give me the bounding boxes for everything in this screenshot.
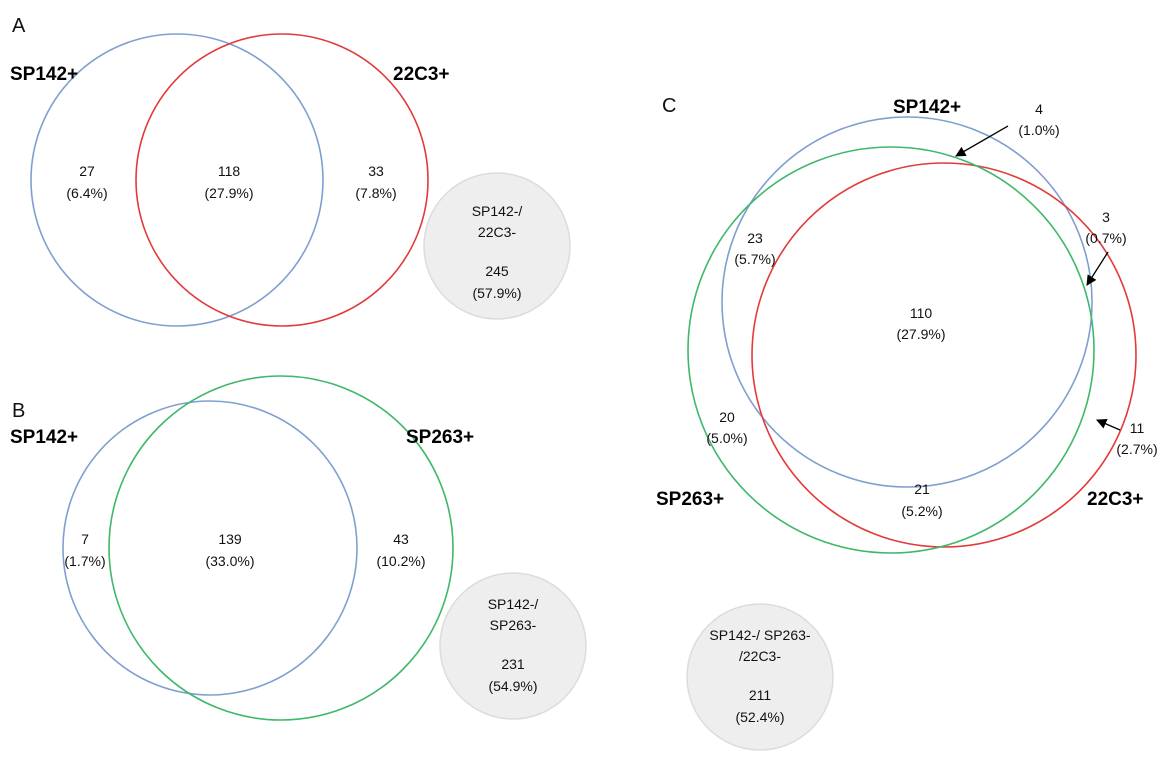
- 22c3-only-count: 33: [368, 163, 384, 179]
- sp142-22c3-pct: (0.7%): [1085, 230, 1126, 246]
- negative-count: 231: [501, 656, 525, 672]
- 22c3-set-label: 22C3+: [1087, 489, 1144, 510]
- 22c3-only-pct: (2.7%): [1116, 441, 1157, 457]
- negative-label-line1: SP142-/ SP263-: [709, 627, 811, 643]
- negative-pct: (52.4%): [735, 709, 784, 725]
- 22c3-only-count: 11: [1130, 420, 1145, 436]
- panel-c: C SP142+ SP263+ 22C3+ 4 (1.0%) 3 (0.7%) …: [656, 95, 1158, 751]
- negative-label-line2: SP263-: [490, 617, 537, 633]
- overlap-count: 139: [218, 531, 242, 547]
- sp142-only-pointer-arrow: [955, 125, 1009, 157]
- all-three-pct: (27.9%): [896, 326, 945, 342]
- sp142-circle: [30, 33, 324, 327]
- sp142-22c3-count: 3: [1102, 209, 1110, 225]
- sp142-set-label: SP142+: [10, 64, 78, 85]
- negative-count: 245: [485, 263, 509, 279]
- sp142-sp263-pct: (5.7%): [734, 251, 775, 267]
- 22c3-set-label: 22C3+: [393, 64, 450, 85]
- sp142-set-label: SP142+: [893, 97, 961, 118]
- 22c3-only-pct: (7.8%): [355, 185, 396, 201]
- panel-b: B SP142+ SP263+ 7 (1.7%) 139 (33.0%) 43 …: [10, 375, 587, 721]
- overlap-count: 118: [218, 163, 241, 179]
- sp142-circle: [721, 116, 1093, 488]
- panel-c-letter: C: [662, 95, 676, 117]
- 22c3-only-pointer-arrow: [1096, 418, 1121, 431]
- panel-b-letter: B: [12, 400, 25, 422]
- sp263-circle: [687, 146, 1095, 554]
- sp263-only-pct: (10.2%): [376, 553, 425, 569]
- sp142-sp263-count: 23: [747, 230, 763, 246]
- negative-label-line2: /22C3-: [739, 648, 781, 664]
- negative-circle: [686, 603, 834, 751]
- sp263-circle: [108, 375, 454, 721]
- sp263-22c3-count: 21: [914, 481, 930, 497]
- sp263-only-count: 20: [719, 409, 735, 425]
- overlap-pct: (27.9%): [204, 185, 253, 201]
- sp142-set-label: SP142+: [10, 427, 78, 448]
- sp263-22c3-pct: (5.2%): [901, 503, 942, 519]
- negative-label-line1: SP142-/: [472, 203, 523, 219]
- sp142-only-count: 27: [79, 163, 95, 179]
- negative-circle: [439, 572, 587, 720]
- sp142-only-count: 4: [1035, 101, 1043, 117]
- overlap-pct: (33.0%): [205, 553, 254, 569]
- sp142-only-pct: (1.0%): [1018, 122, 1059, 138]
- sp263-only-count: 43: [393, 531, 409, 547]
- 22c3-circle: [751, 162, 1137, 548]
- panel-a: A SP142+ 22C3+ 27 (6.4%) 118 (27.9%) 33 …: [10, 15, 571, 327]
- sp263-only-pct: (5.0%): [706, 430, 747, 446]
- all-three-count: 110: [910, 305, 933, 321]
- negative-circle: [423, 172, 571, 320]
- sp142-only-pct: (1.7%): [64, 553, 105, 569]
- negative-label-line1: SP142-/: [488, 596, 539, 612]
- sp263-set-label: SP263+: [406, 427, 474, 448]
- negative-label-line2: 22C3-: [478, 224, 516, 240]
- negative-count: 211: [749, 687, 772, 703]
- negative-pct: (54.9%): [488, 678, 537, 694]
- negative-pct: (57.9%): [472, 285, 521, 301]
- sp263-set-label: SP263+: [656, 489, 724, 510]
- panel-a-letter: A: [12, 15, 26, 37]
- sp142-22c3-pointer-arrow: [1086, 251, 1109, 286]
- sp142-circle: [62, 400, 358, 696]
- sp142-only-pct: (6.4%): [66, 185, 107, 201]
- sp142-only-count: 7: [81, 531, 89, 547]
- 22c3-circle: [135, 33, 429, 327]
